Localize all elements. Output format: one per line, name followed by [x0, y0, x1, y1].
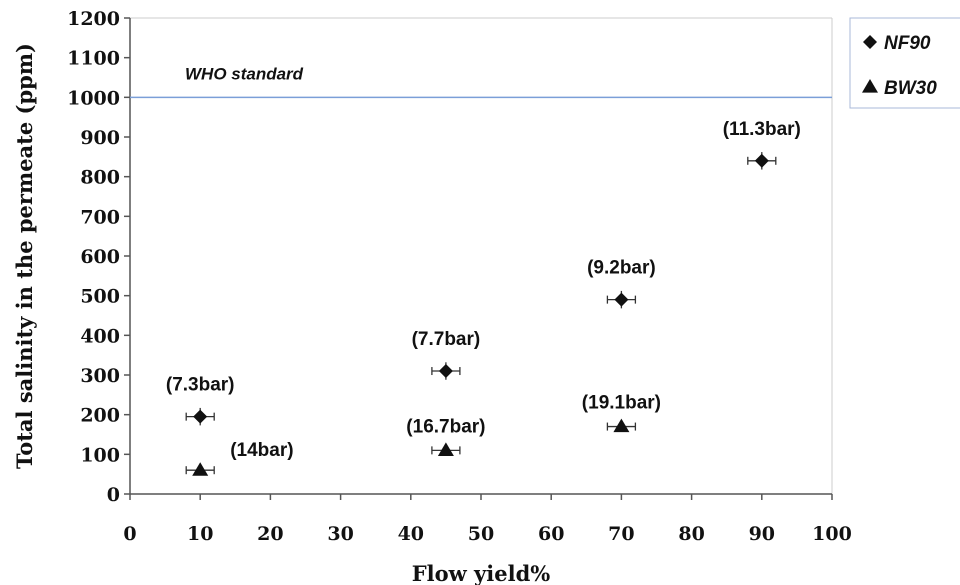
- legend-marker-bw30: [862, 79, 878, 93]
- legend-label-nf90: NF90: [884, 33, 931, 54]
- x-tick-label: 60: [538, 523, 564, 545]
- y-tick-label: 500: [80, 286, 120, 308]
- x-tick-label: 80: [678, 523, 704, 545]
- x-tick-label: 100: [812, 523, 852, 545]
- y-tick-label: 800: [80, 167, 120, 189]
- bw30-point-label: (19.1bar): [582, 393, 661, 414]
- ticks-layer: 0100200300400500600700800900100011001200…: [67, 8, 852, 545]
- nf90-point: [193, 409, 208, 424]
- y-tick-label: 200: [80, 405, 120, 427]
- reference-layer: WHO standard: [130, 64, 832, 99]
- x-axis-title: Flow yield%: [412, 561, 550, 585]
- y-axis-title: Total salinity in the permeate (ppm): [12, 43, 37, 469]
- x-tick-label: 10: [187, 523, 213, 545]
- bw30-point: [192, 462, 209, 476]
- x-tick-label: 40: [398, 523, 424, 545]
- y-tick-label: 0: [107, 484, 120, 506]
- x-tick-label: 30: [327, 523, 353, 545]
- x-tick-label: 90: [749, 523, 775, 545]
- marks-layer: (7.3bar) (7.7bar) (9.2bar) (11.3bar) (14bar)…: [166, 119, 801, 476]
- y-tick-label: 300: [80, 365, 120, 387]
- x-tick-label: 50: [468, 523, 494, 545]
- y-tick-label: 100: [80, 444, 120, 466]
- y-tick-label: 900: [80, 127, 120, 149]
- y-tick-label: 600: [80, 246, 120, 268]
- nf90-point: [614, 292, 629, 307]
- bw30-point-label: (16.7bar): [406, 416, 485, 437]
- x-tick-label: 70: [608, 523, 634, 545]
- y-tick-label: 700: [80, 206, 120, 228]
- nf90-point-label: (7.7bar): [412, 329, 481, 350]
- nf90-point: [754, 153, 769, 168]
- nf90-point-label: (11.3bar): [723, 119, 801, 140]
- y-tick-label: 1000: [67, 87, 120, 109]
- bw30-point: [437, 442, 454, 456]
- y-tick-label: 400: [80, 325, 120, 347]
- legend-marker-nf90: [863, 35, 877, 49]
- x-tick-label: 20: [257, 523, 283, 545]
- y-tick-label: 1200: [67, 8, 120, 30]
- nf90-point: [438, 364, 453, 379]
- bw30-point-label: (14bar): [230, 440, 293, 461]
- who-standard-label: WHO standard: [185, 64, 304, 83]
- y-tick-label: 1100: [67, 48, 120, 70]
- bw30-point: [613, 418, 630, 433]
- legend: NF90 BW30: [849, 17, 960, 109]
- legend-label-bw30: BW30: [884, 78, 937, 99]
- x-tick-label: 0: [123, 523, 136, 545]
- legend-box: [849, 17, 960, 109]
- nf90-point-label: (9.2bar): [587, 258, 656, 279]
- nf90-point-label: (7.3bar): [166, 375, 235, 396]
